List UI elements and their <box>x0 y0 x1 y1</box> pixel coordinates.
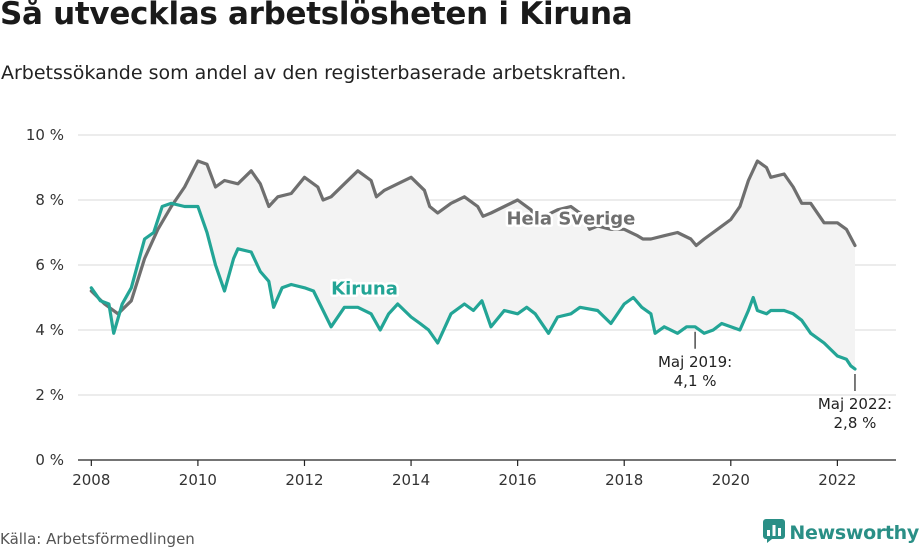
y-tick-label: 6 % <box>35 256 64 274</box>
chart-title: Så utvecklas arbetslösheten i Kiruna <box>0 0 633 32</box>
series-line-hela-sverige <box>89 159 857 316</box>
series-label-hela-sverige: Hela Sverige <box>506 208 635 229</box>
y-tick-label: 4 % <box>35 321 64 339</box>
y-tick-label: 10 % <box>26 126 64 144</box>
series-line-kiruna <box>89 201 857 371</box>
source-note: Källa: Arbetsförmedlingen <box>0 530 195 548</box>
x-tick-label: 2018 <box>605 471 643 489</box>
x-tick-label: 2012 <box>285 471 323 489</box>
x-tick-label: 2020 <box>712 471 750 489</box>
annotation-label: Maj 2022: <box>818 395 892 413</box>
brand-name: Newsworthy <box>789 522 919 544</box>
y-axis: 0 % 2 % 4 % 6 % 8 % 10 % <box>26 126 64 469</box>
annotation-value: 4,1 % <box>674 372 717 390</box>
x-tick-label: 2010 <box>179 471 217 489</box>
difference-band <box>91 161 856 369</box>
y-tick-label: 0 % <box>35 451 64 469</box>
brand-logo[interactable]: Newsworthy <box>763 519 919 547</box>
series-lines <box>89 159 857 371</box>
y-tick-label: 2 % <box>35 386 64 404</box>
series-label-halo: Kiruna <box>331 278 398 299</box>
x-tick-label: 2022 <box>818 471 856 489</box>
series-label-halo: Hela Sverige <box>506 208 635 229</box>
series-label-kiruna: Kiruna <box>331 278 398 299</box>
x-tick-label: 2014 <box>392 471 430 489</box>
annotation-value: 2,8 % <box>834 414 877 432</box>
annotations: Maj 2019:4,1 % Maj 2022:2,8 % <box>658 331 892 432</box>
chart-subtitle: Arbetssökande som andel av den registerb… <box>1 62 627 84</box>
x-axis: 2008 2010 2012 2014 2016 2018 2020 2022 <box>72 459 896 489</box>
annotation-label: Maj 2019: <box>658 353 732 371</box>
difference-band-area <box>91 161 856 369</box>
x-tick-label: 2016 <box>499 471 537 489</box>
y-tick-label: 8 % <box>35 191 64 209</box>
bar-chart-logo-icon <box>763 519 786 547</box>
x-tick-label: 2008 <box>72 471 110 489</box>
